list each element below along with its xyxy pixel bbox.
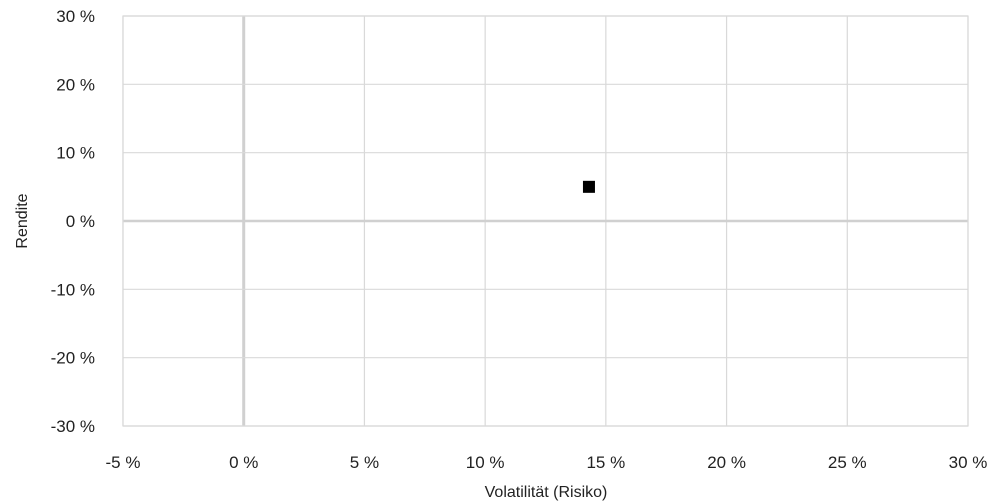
data-points [582,180,595,193]
y-tick-label: -30 % [51,417,95,436]
x-tick-label: 20 % [707,453,746,472]
x-tick-label: 5 % [350,453,379,472]
x-tick-label: 0 % [229,453,258,472]
x-tick-label: 15 % [586,453,625,472]
x-tick-label: -5 % [106,453,141,472]
y-tick-label: 30 % [56,7,95,26]
plot-frame [122,15,969,427]
y-tick-label: -10 % [51,280,95,299]
x-tick-label: 30 % [949,453,988,472]
tick-labels: -5 % 0 % 5 % 10 % 15 % 20 % 25 % 30 % -30 % -20 %… [51,7,988,472]
y-tick-label: 20 % [56,75,95,94]
y-tick-label: 10 % [56,144,95,163]
x-tick-label: 10 % [466,453,505,472]
y-axis-title: Rendite [14,193,31,248]
y-tick-label: 0 % [66,212,95,231]
grid-layer [122,15,969,427]
y-tick-label: -20 % [51,349,95,368]
x-tick-label: 25 % [828,453,867,472]
axis-layer [122,15,969,427]
x-axis-title: Volatilität (Risiko) [485,484,608,501]
data-point [582,180,595,193]
